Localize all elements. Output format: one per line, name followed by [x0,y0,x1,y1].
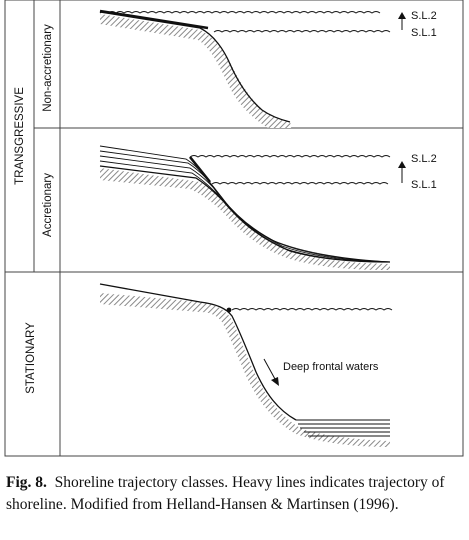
stationary-panel: Deep frontal waters [99,283,393,447]
sea-level-2-line [189,155,391,158]
sea-level-2-label: S.L.2 [411,10,437,22]
accretionary-label: Accretionary [42,173,54,237]
shoreline-profile [99,11,291,123]
aggradation-layers [296,419,390,437]
sea-level-1-line [213,30,391,33]
non-accretionary-label: Non-accretionary [42,24,54,112]
deep-frontal-waters-label: Deep frontal waters [283,361,379,373]
transgressive-label: TRANSGRESSIVE [14,87,26,185]
sea-level-1-label: S.L.1 [411,27,437,39]
non-accretionary-panel: S.L.2 S.L.1 [99,9,437,128]
sea-level-rise-arrow [398,161,406,183]
figure-caption: Fig. 8. Shoreline trajectory classes. He… [6,472,464,516]
shoreline-point [226,307,232,313]
sea-level-2-label: S.L.2 [411,153,437,165]
panel-frame [4,0,464,457]
sea-level-2-line [99,11,381,14]
frontal-water-arrow [263,358,279,386]
shoreline-trajectory-line [99,9,209,30]
figure-number: Fig. 8. [6,474,47,491]
sea-level-line [231,308,393,311]
caption-text: Shoreline trajectory classes. Heavy line… [6,474,445,513]
accretionary-panel: S.L.2 S.L.1 [99,145,437,270]
shoreline-profile [99,283,297,421]
sea-level-rise-arrow [398,12,406,30]
shoreline-trajectory-line [188,156,212,183]
accretion-layers [99,145,391,263]
stationary-label: STATIONARY [25,322,37,394]
shoreline-profile [99,165,391,263]
substrate-hatch [100,14,292,128]
substrate-hatch [100,293,390,447]
sea-level-1-label: S.L.1 [411,179,437,191]
shoreline-trajectory-diagram: TRANSGRESSIVE Non-accretionary Accretion… [4,0,464,457]
substrate-hatch [100,168,390,270]
sea-level-1-line [211,182,389,185]
